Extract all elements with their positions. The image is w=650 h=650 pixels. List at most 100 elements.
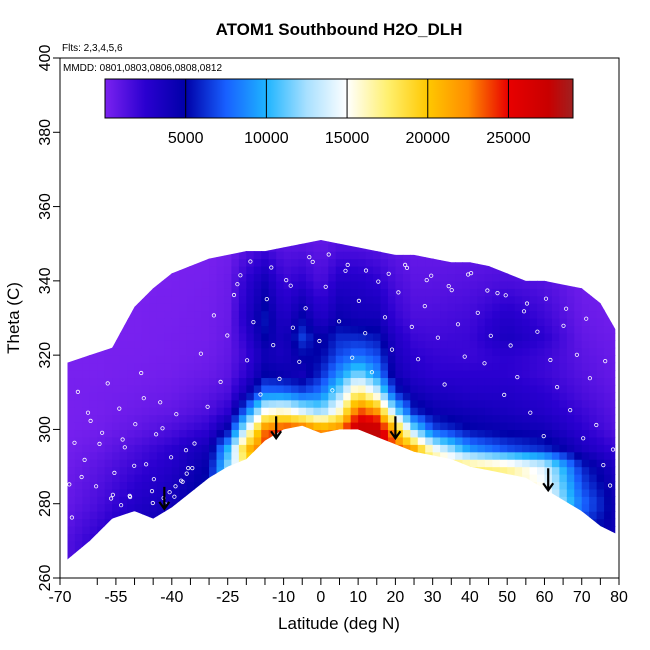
field-cell [507, 422, 516, 431]
field-cell [469, 288, 478, 297]
field-cell [328, 436, 337, 445]
field-cell [469, 340, 478, 349]
field-cell [134, 392, 143, 401]
field-cell [529, 347, 538, 356]
field-cell [462, 533, 471, 542]
field-cell [581, 332, 590, 341]
field-cell [104, 318, 113, 327]
field-cell [544, 444, 553, 453]
field-cell [253, 436, 262, 445]
field-cell [194, 496, 203, 505]
field-cell [141, 459, 151, 468]
field-cell [201, 258, 210, 267]
field-cell [522, 488, 531, 497]
field-cell [261, 481, 270, 490]
field-cell [611, 347, 616, 356]
field-cell [171, 511, 180, 520]
field-cell [291, 481, 300, 490]
field-cell [589, 444, 598, 453]
field-cell [492, 496, 501, 505]
field-cell [179, 444, 188, 453]
field-cell [328, 251, 337, 260]
field-cell [574, 258, 583, 267]
field-cell [223, 533, 233, 542]
field-cell [499, 362, 508, 371]
field-cell [425, 288, 434, 297]
field-cell [328, 280, 337, 289]
field-cell [313, 407, 322, 416]
field-cell [149, 548, 158, 557]
field-cell [328, 347, 337, 356]
field-cell [589, 518, 598, 527]
sample-point [238, 273, 243, 278]
field-cell [171, 258, 180, 267]
field-cell [149, 474, 158, 483]
field-cell [358, 266, 367, 275]
field-cell [440, 288, 449, 297]
field-cell [358, 488, 367, 497]
field-cell [149, 355, 158, 364]
field-cell [477, 481, 486, 490]
field-cell [559, 563, 567, 571]
field-cell [447, 548, 456, 557]
sample-point [307, 255, 312, 260]
field-cell [171, 325, 180, 334]
field-cell [253, 347, 262, 356]
field-cell [350, 414, 359, 423]
field-cell [67, 526, 69, 535]
field-cell [67, 288, 69, 297]
field-cell [246, 466, 255, 475]
field-cell [104, 496, 113, 505]
field-cell [231, 310, 240, 319]
field-cell [574, 422, 583, 431]
field-cell [104, 444, 113, 453]
field-cell [425, 481, 434, 490]
field-cell [298, 310, 307, 319]
field-cell [581, 399, 590, 408]
field-cell [596, 496, 605, 505]
field-cell [119, 303, 128, 312]
field-cell [186, 347, 195, 356]
field-cell [119, 362, 128, 371]
field-cell [387, 414, 396, 423]
colorbar-tick-label: 10000 [244, 130, 289, 147]
field-cell [380, 273, 389, 282]
field-cell [253, 429, 262, 438]
field-cell [417, 518, 426, 527]
field-cell [67, 273, 69, 282]
field-cell [112, 429, 121, 438]
field-cell [343, 503, 352, 512]
field-cell [179, 533, 188, 542]
field-cell [544, 266, 553, 275]
field-cell [127, 310, 136, 319]
field-cell [298, 481, 307, 490]
field-cell [432, 436, 441, 445]
field-cell [529, 377, 538, 386]
field-cell [104, 303, 113, 312]
field-cell [559, 325, 568, 334]
y-tick-label: 380 [37, 119, 54, 146]
field-cell [373, 251, 382, 260]
field-cell [447, 488, 456, 497]
field-cell [298, 496, 307, 505]
field-cell [253, 243, 262, 252]
field-cell [97, 362, 106, 371]
field-cell [529, 288, 538, 297]
field-cell [305, 392, 315, 401]
field-cell [365, 518, 374, 527]
field-cell [522, 414, 531, 423]
field-cell [529, 481, 538, 490]
field-cell [216, 377, 225, 386]
field-cell [596, 503, 605, 512]
field-cell [469, 303, 478, 312]
field-cell [611, 332, 616, 341]
sample-point [524, 301, 530, 306]
field-cell [402, 355, 411, 364]
field-cell [171, 310, 180, 319]
field-cell [551, 466, 560, 475]
sample-point [72, 440, 77, 445]
field-cell [581, 503, 590, 512]
field-cell [149, 280, 158, 289]
field-cell [604, 451, 613, 460]
field-cell [455, 474, 464, 483]
